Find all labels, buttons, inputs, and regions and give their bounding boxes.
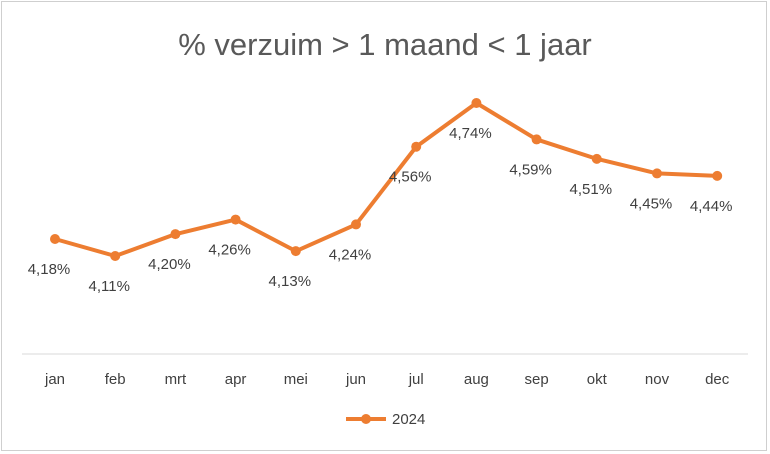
data-point [411,141,422,152]
data-point [170,229,181,240]
x-tick-label: jun [345,371,366,388]
x-tick-label: dec [705,371,730,388]
data-point [50,234,60,244]
data-point [230,214,241,225]
data-label: 4,51% [570,181,613,198]
data-labels: 4,18% 4,11% 4,20% 4,26% 4,13% 4,24% 4,56% 4,74%… [28,125,733,295]
legend-marker [361,414,371,424]
legend-label: 2024 [392,411,425,428]
data-label: 4,11% [88,278,129,295]
x-tick-label: jul [408,371,424,388]
data-label: 4,13% [269,273,312,290]
x-tick-label: jan [44,371,65,388]
data-label: 4,45% [630,195,673,212]
data-label: 4,74% [449,125,492,142]
chart-title: % verzuim > 1 maand < 1 jaar [178,27,592,62]
series-layer [50,98,723,261]
x-tick-label: aug [464,371,489,388]
data-label: 4,24% [329,246,372,263]
data-point [591,153,602,164]
data-label: 4,20% [148,256,191,273]
data-label: 4,59% [509,161,552,178]
data-point [531,134,542,145]
x-tick-label: nov [645,371,670,388]
x-tick-label: apr [225,371,247,388]
series-line-2024 [54,101,718,258]
data-point [290,246,301,257]
data-point [351,219,361,230]
x-tick-label: mei [284,371,308,388]
data-label: 4,56% [389,169,432,186]
data-label: 4,26% [208,242,251,259]
x-tick-label: okt [587,371,608,388]
x-axis-ticks: jan feb mrt apr mei jun jul aug sep okt nov dec [44,371,730,388]
data-label: 4,44% [690,198,733,215]
data-point [652,168,662,179]
x-tick-label: feb [105,371,126,388]
x-tick-label: mrt [165,371,187,388]
legend: 2024 [346,411,425,428]
data-label: 4,18% [28,261,71,278]
data-point [471,98,482,108]
data-point [110,251,121,261]
x-tick-label: sep [525,371,549,388]
data-point [712,170,723,181]
